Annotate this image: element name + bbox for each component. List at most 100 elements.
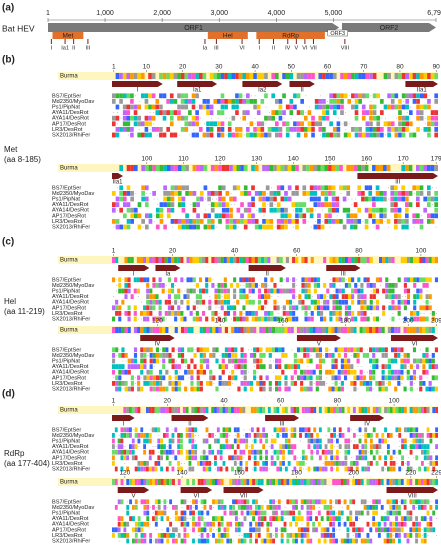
residue: [253, 449, 257, 455]
residue: [338, 277, 342, 283]
gap: [280, 435, 282, 436]
gap: [396, 451, 398, 453]
sequence-name: AYA14/DesRot: [52, 208, 89, 214]
residue: [366, 533, 370, 538]
residue: [397, 527, 401, 533]
motif-arrow: [118, 265, 150, 271]
residue: [146, 305, 150, 311]
residue: [180, 277, 184, 283]
residue: [174, 427, 178, 433]
gap: [420, 313, 422, 314]
residue: [154, 427, 158, 433]
residue: [324, 196, 329, 202]
residue: [394, 207, 398, 213]
gap: [178, 371, 180, 373]
residue: [360, 305, 364, 311]
residue: [429, 505, 433, 510]
residue: [191, 438, 195, 444]
residue: [278, 327, 282, 333]
residue: [248, 433, 251, 438]
residue: [284, 375, 288, 381]
residue: [257, 510, 261, 516]
residue: [412, 358, 417, 364]
residue: [234, 521, 238, 527]
gap: [436, 313, 437, 314]
residue: [269, 165, 274, 171]
residue: [280, 516, 284, 521]
residue: [397, 277, 401, 283]
residue: [320, 311, 324, 316]
residue: [126, 466, 130, 472]
motif-label: VI: [194, 494, 200, 500]
residue: [403, 277, 407, 283]
residue: [301, 288, 305, 294]
residue: [329, 311, 333, 316]
residue: [276, 185, 281, 191]
gap: [257, 371, 259, 373]
residue: [394, 191, 398, 196]
residue: [166, 73, 170, 79]
residue: [256, 73, 261, 79]
residue: [366, 283, 370, 288]
residue: [318, 369, 323, 375]
residue: [126, 407, 130, 413]
residue: [427, 115, 431, 121]
residue: [231, 375, 235, 381]
residue: [240, 347, 244, 353]
residue: [256, 127, 261, 132]
residue: [329, 538, 333, 544]
gap: [347, 198, 349, 200]
residue: [423, 73, 428, 79]
residue: [239, 461, 243, 466]
residue: [401, 104, 406, 110]
sequence-name: AYA14/DesRot: [52, 300, 89, 306]
residue: [361, 449, 365, 455]
residue: [112, 381, 116, 386]
residue: [332, 73, 337, 79]
gap: [388, 226, 389, 228]
residue: [296, 375, 301, 381]
residue: [123, 427, 127, 433]
residue: [214, 191, 219, 196]
residue: [140, 433, 144, 438]
residue: [112, 207, 116, 213]
residue: [133, 165, 138, 171]
residue: [146, 288, 150, 294]
residue: [248, 455, 251, 461]
residue: [126, 479, 130, 485]
residue: [181, 196, 186, 202]
gap: [175, 349, 177, 351]
residue: [372, 455, 376, 461]
residue: [217, 294, 221, 299]
residue: [248, 257, 252, 263]
residue: [286, 510, 290, 516]
residue: [289, 533, 293, 538]
residue: [386, 516, 390, 521]
residue: [304, 433, 308, 438]
genome-name: Bat HEV: [2, 23, 35, 33]
residue: [221, 165, 226, 171]
residue: [177, 466, 181, 472]
residue: [143, 433, 147, 438]
residue: [170, 311, 175, 316]
gap: [153, 198, 155, 200]
residue: [202, 299, 206, 305]
residue: [343, 479, 347, 485]
residue: [120, 444, 124, 449]
residue: [236, 427, 240, 433]
residue: [190, 375, 194, 381]
gap: [118, 435, 120, 436]
residue: [359, 375, 363, 381]
residue: [384, 375, 388, 381]
residue: [140, 499, 144, 505]
gap: [212, 463, 214, 464]
residue: [275, 110, 279, 115]
residue: [337, 386, 341, 392]
gap: [193, 301, 195, 303]
residue: [166, 110, 170, 115]
residue: [192, 516, 195, 521]
residue: [253, 407, 257, 413]
residue: [361, 191, 365, 196]
residue: [387, 327, 391, 333]
residue: [372, 516, 376, 521]
